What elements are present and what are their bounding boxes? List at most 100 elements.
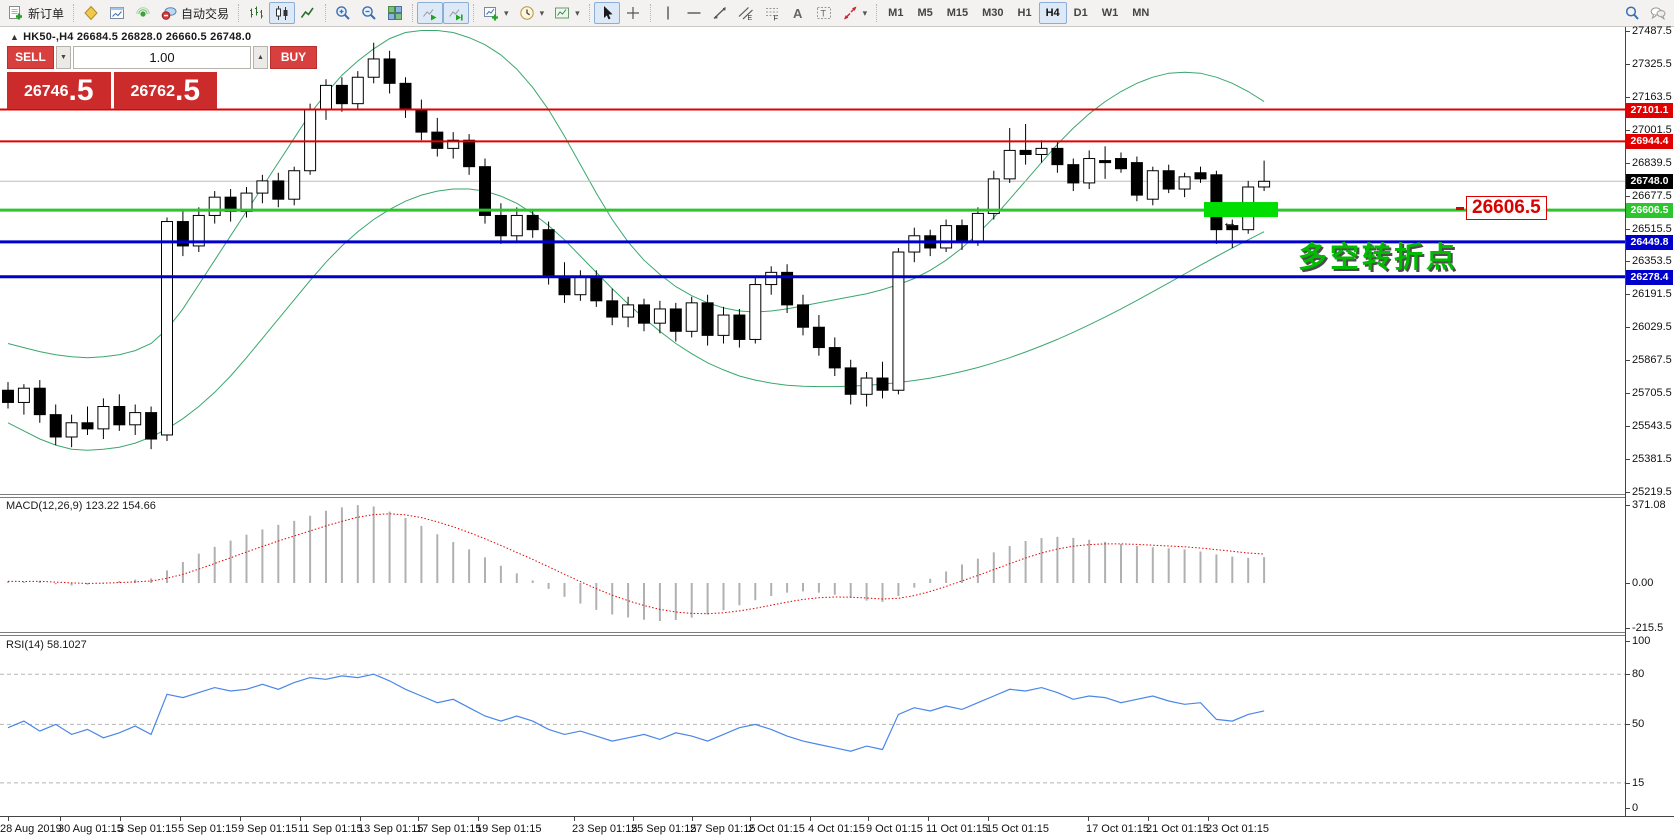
candle [765, 271, 778, 286]
timeframe-button-m15[interactable]: M15 [946, 7, 969, 19]
dropdown-arrow-icon[interactable]: ▾ [539, 7, 545, 18]
axis-tick [1625, 129, 1630, 131]
equidistant-channel-icon: E [738, 5, 754, 21]
vertical-line-button[interactable] [655, 2, 681, 24]
auto-trading-button[interactable]: 自动交易 [156, 2, 234, 24]
candlestick-chart-button[interactable] [269, 2, 296, 24]
date-axis[interactable]: 28 Aug 2019 30 Aug 01:15 3 Sep 01:15 5 Sep … [0, 816, 1674, 839]
templates-button[interactable]: ▾ [549, 2, 585, 24]
horizontal-line-button[interactable] [681, 2, 707, 24]
price-tick-label: 25543.5 [1632, 420, 1672, 433]
price-tick-label: 25705.5 [1632, 387, 1672, 400]
candle [1226, 225, 1239, 231]
candle [192, 214, 205, 247]
new-chart-button[interactable]: ▾ [478, 2, 514, 24]
axis-price-flag-26449.8: 26449.8 [1626, 234, 1673, 250]
toolbar-separator [238, 4, 240, 22]
auto-scroll-button[interactable] [417, 2, 444, 24]
svg-text:A: A [793, 6, 803, 21]
buy-button[interactable]: BUY [270, 46, 317, 69]
sell-price-button[interactable]: 26746.5 [7, 72, 111, 109]
pane-resize-handle[interactable] [0, 632, 1625, 636]
timeframe-button-m1[interactable]: M1 [888, 7, 904, 19]
pane-resize-handle[interactable] [0, 494, 1625, 498]
new-order-button[interactable]: 新订单 [3, 2, 69, 24]
text-label-button[interactable]: T [811, 2, 837, 24]
timeframe-button-mn[interactable]: MN [1132, 7, 1150, 19]
periods-icon [519, 5, 535, 21]
chat-button[interactable] [1645, 2, 1671, 24]
candle [176, 221, 189, 247]
candle [1194, 172, 1207, 180]
date-tick-label: 2 Oct 01:15 [748, 823, 805, 835]
bar-chart-button[interactable] [243, 2, 269, 24]
volume-decrease-button[interactable]: ▼ [56, 46, 71, 69]
sell-button[interactable]: SELL [7, 46, 54, 69]
date-tick [300, 817, 301, 821]
candle [908, 235, 921, 253]
macd-scale-label: 0.00 [1632, 577, 1654, 589]
timeframe-button-m5[interactable]: M5 [917, 7, 933, 19]
date-tick [574, 817, 575, 821]
candle [1019, 149, 1032, 155]
timeframe-button-m30[interactable]: M30 [982, 7, 1004, 19]
candle [717, 314, 730, 336]
volume-input[interactable] [73, 46, 251, 69]
date-tick [988, 817, 989, 821]
text-icon: A [790, 5, 806, 21]
zoom-out-button[interactable] [356, 2, 382, 24]
date-tick-label: 28 Aug 2019 [0, 823, 62, 835]
dropdown-arrow-icon[interactable]: ▾ [504, 7, 509, 18]
crosshair-button[interactable] [620, 2, 646, 24]
macd-indicator-pane[interactable] [0, 498, 1625, 632]
axis-tick [1625, 808, 1630, 809]
horizontal-line-icon [686, 5, 702, 21]
date-tick [750, 817, 751, 821]
rsi-indicator-pane[interactable] [0, 636, 1625, 816]
volume-increase-button[interactable]: ▲ [253, 46, 268, 69]
collapse-panel-icon[interactable]: ▲ [10, 32, 20, 42]
zoom-in-button[interactable] [330, 2, 356, 24]
data-window-button[interactable] [104, 2, 130, 24]
timeframe-button-h1[interactable]: H1 [1017, 7, 1032, 19]
candle [1035, 147, 1048, 155]
candle [1067, 164, 1080, 184]
price-chart-pane[interactable] [0, 27, 1625, 494]
search-button[interactable] [1619, 2, 1645, 24]
arrow-objects-button[interactable]: ▾ [837, 2, 873, 24]
rsi-label: RSI(14) 58.1027 [6, 639, 87, 651]
navigator-button[interactable] [130, 2, 156, 24]
dropdown-arrow-icon[interactable]: ▾ [575, 7, 580, 18]
candle [844, 367, 857, 395]
buy-price-button[interactable]: 26762.5 [113, 72, 217, 109]
market-watch-button[interactable] [78, 2, 104, 24]
price-level-label[interactable]: 26606.5 [1456, 196, 1547, 220]
candle [828, 347, 841, 369]
timeframe-button-h4[interactable]: H4 [1038, 2, 1067, 24]
text-button[interactable]: A [785, 2, 811, 24]
periods-button[interactable]: ▾ [514, 2, 550, 24]
cursor-button[interactable] [593, 2, 620, 24]
equidistant-channel-button[interactable]: E [733, 2, 759, 24]
timeframe-button-d1[interactable]: D1 [1073, 7, 1088, 19]
chart-shift-button[interactable] [443, 2, 470, 24]
candle [1051, 147, 1064, 166]
price-tick-label: 26353.5 [1632, 255, 1672, 268]
tile-windows-button[interactable] [382, 2, 408, 24]
candle [288, 170, 301, 200]
line-chart-icon [300, 5, 316, 21]
timeframe-button-w1[interactable]: W1 [1101, 7, 1119, 19]
candle [1083, 158, 1096, 184]
rsi-scale-label: 0 [1632, 802, 1639, 814]
candle [97, 406, 110, 430]
dropdown-arrow-icon[interactable]: ▾ [862, 7, 868, 18]
highlight-rectangle[interactable] [1204, 202, 1278, 218]
price-tick-label: 27487.5 [1632, 25, 1672, 37]
date-tick-label: 11 Sep 01:15 [298, 823, 363, 835]
date-tick-label: 11 Oct 01:15 [926, 823, 989, 835]
rsi-scale-label: 50 [1632, 718, 1645, 731]
line-chart-button[interactable] [295, 2, 321, 24]
auto-trading-icon [161, 5, 177, 21]
trendline-button[interactable] [707, 2, 733, 24]
fibonacci-button[interactable]: F [759, 2, 785, 24]
